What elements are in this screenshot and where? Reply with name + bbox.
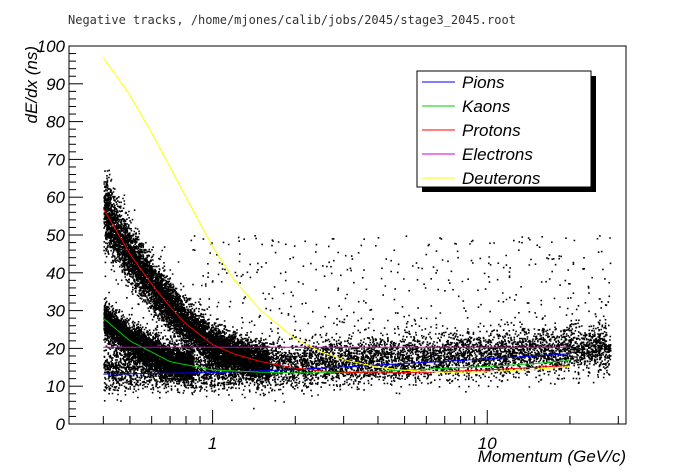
x-tick-label: 10 — [478, 434, 497, 453]
chart-title: Negative tracks, /home/mjones/calib/jobs… — [68, 13, 516, 27]
y-tick-label: 50 — [46, 226, 65, 245]
legend-label-electrons: Electrons — [462, 145, 533, 164]
particle-curves — [102, 57, 570, 375]
y-tick-label: 20 — [45, 339, 65, 358]
legend-label-deuterons: Deuterons — [462, 169, 541, 188]
y-tick-label: 40 — [46, 264, 65, 283]
scatter-cloud — [103, 169, 612, 410]
y-tick-label: 90 — [46, 75, 65, 94]
legend: Pions Kaons Protons Electrons Deuterons — [416, 70, 596, 192]
x-tick-label: 1 — [208, 434, 217, 453]
scatter-points — [103, 169, 612, 410]
y-tick-label: 70 — [46, 150, 65, 169]
y-tick-label: 30 — [46, 302, 65, 321]
y-tick-label: 10 — [46, 377, 65, 396]
y-axis-title: dE/dx (ns) — [22, 46, 41, 123]
x-axis-title: Momentum (GeV/c) — [478, 447, 626, 466]
curve-kaons — [102, 317, 570, 374]
curve-pions — [103, 353, 570, 375]
legend-label-kaons: Kaons — [462, 97, 511, 116]
legend-box — [416, 70, 592, 188]
y-tick-label: 100 — [37, 37, 66, 56]
y-tick-label: 60 — [46, 188, 65, 207]
legend-label-pions: Pions — [462, 73, 505, 92]
curve-deuterons — [102, 57, 570, 373]
y-tick-label: 80 — [46, 113, 65, 132]
y-tick-label: 0 — [56, 415, 66, 434]
legend-label-protons: Protons — [462, 121, 521, 140]
curve-protons — [102, 208, 570, 374]
